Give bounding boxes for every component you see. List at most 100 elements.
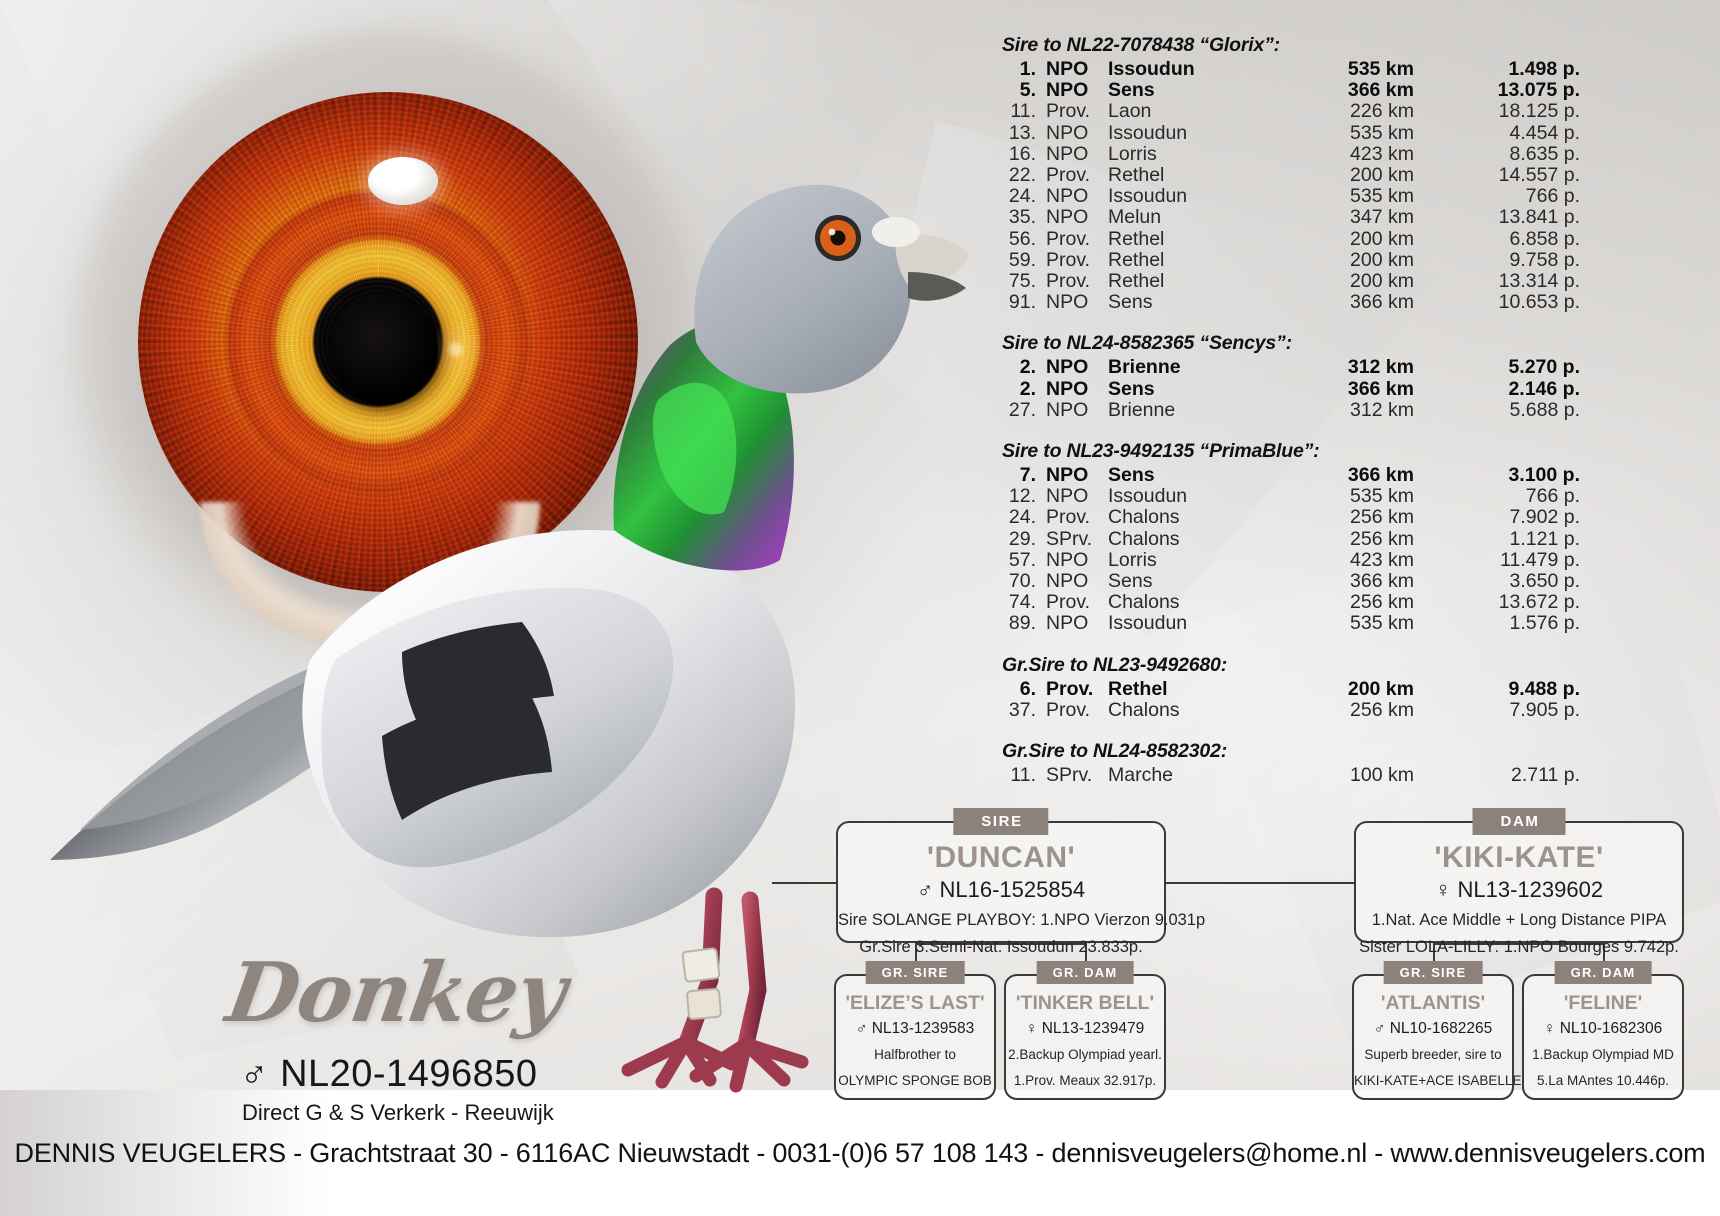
- result-distance: 256 km: [1350, 527, 1414, 550]
- neck-highlight: [652, 382, 737, 515]
- result-distance: 100 km: [1350, 764, 1414, 787]
- pedigree-tab-gr-dam: GR. DAM: [1036, 961, 1134, 984]
- result-category: NPO: [1046, 570, 1089, 593]
- result-points: 1.498 p.: [1508, 58, 1580, 80]
- pedigree-tab-gr-sire: GR. SIRE: [865, 961, 965, 984]
- results-row: 59. Prov. Rethel 200 km 9.758 p.: [1002, 248, 1692, 271]
- result-distance: 226 km: [1350, 100, 1414, 123]
- bird-identity: Donkey ♂ NL20-1496850 Direct G & S Verke…: [221, 945, 788, 1126]
- result-category: NPO: [1046, 291, 1089, 314]
- ring-number: NL13-1239479: [1041, 1020, 1145, 1037]
- sex-symbol-male: ♂: [916, 877, 934, 902]
- pedigree-name: 'FELINE': [1563, 992, 1643, 1014]
- result-category: Prov.: [1046, 248, 1091, 271]
- result-points: 3.650 p.: [1509, 570, 1580, 593]
- result-distance: 347 km: [1350, 206, 1414, 229]
- results-group-title: Gr.Sire to NL24-8582302:: [1002, 740, 1227, 763]
- result-position: 37.: [1008, 698, 1036, 721]
- results-row: 24. Prov. Chalons 256 km 7.902 p.: [1002, 507, 1692, 528]
- result-race: Brienne: [1108, 398, 1176, 421]
- result-category: NPO: [1046, 548, 1089, 571]
- result-distance: 366 km: [1350, 291, 1414, 314]
- pedigree-card-gr-dam-1[interactable]: GR. DAM 'TINKER BELL' ♀ NL13-1239479 2.B…: [1004, 961, 1166, 1100]
- pedigree-name: 'ELIZE’S LAST': [845, 992, 985, 1014]
- result-position: 22.: [1008, 164, 1036, 187]
- result-category: NPO: [1046, 121, 1089, 144]
- pedigree-tab-gr-dam: GR. DAM: [1554, 961, 1652, 984]
- result-position: 7.: [1019, 464, 1036, 487]
- pedigree-ring: ♀ NL10-1682306: [1524, 1020, 1682, 1038]
- result-category: Prov.: [1046, 677, 1094, 700]
- result-race: Melun: [1108, 206, 1162, 229]
- pedigree-card-gr-sire-2[interactable]: GR. SIRE 'ATLANTIS' ♂ NL10-1682265 Super…: [1352, 961, 1521, 1100]
- results-row: 74. Prov. Chalons 256 km 13.672 p.: [1002, 592, 1692, 613]
- result-points: 13.075 p.: [1497, 79, 1580, 102]
- result-points: 13.841 p.: [1498, 206, 1580, 229]
- result-position: 56.: [1008, 227, 1036, 250]
- result-category: Prov.: [1046, 506, 1091, 529]
- result-points: 18.125 p.: [1498, 100, 1580, 123]
- race-results-list: Sire to NL22-7078438 “Glorix”: 1. NPO Issou…: [1002, 34, 1692, 792]
- result-distance: 200 km: [1347, 677, 1414, 700]
- result-position: 12.: [1008, 485, 1036, 508]
- result-race: Laon: [1108, 100, 1152, 123]
- result-category: NPO: [1046, 206, 1089, 229]
- results-group-title: Gr.Sire to NL23-9492680:: [1002, 653, 1227, 676]
- result-position: 75.: [1008, 270, 1036, 293]
- result-points: 13.672 p.: [1498, 591, 1580, 614]
- result-distance: 366 km: [1347, 377, 1414, 400]
- result-points: 6.858 p.: [1509, 227, 1580, 250]
- result-race: Rethel: [1108, 227, 1165, 250]
- result-race: Issoudun: [1108, 58, 1195, 80]
- pedigree-card-gr-sire-1[interactable]: GR. SIRE 'ELIZE’S LAST' ♂ NL13-1239583 H…: [834, 961, 996, 1100]
- result-distance: 256 km: [1350, 591, 1414, 614]
- pedigree-card-dam[interactable]: DAM 'KIKI-KATE' ♀ NL13-1239602 1.Nat. Ac…: [1354, 808, 1684, 956]
- pedigree-note-2: 1.Prov. Meaux 32.917p.: [1013, 1072, 1157, 1088]
- result-category: NPO: [1046, 142, 1089, 165]
- result-race: Rethel: [1108, 270, 1165, 293]
- results-row: 11. Prov. Laon 226 km 18.125 p.: [1002, 101, 1692, 122]
- pedigree-card-gr-dam-2[interactable]: GR. DAM 'FELINE' ♀ NL10-1682306 1.Backup…: [1522, 961, 1684, 1100]
- results-row: 5. NPO Sens 366 km 13.075 p.: [1002, 80, 1692, 101]
- connector-bar: [915, 943, 1087, 945]
- footer-band-shadow: [0, 1090, 330, 1216]
- result-category: NPO: [1046, 464, 1089, 487]
- result-position: 6.: [1019, 677, 1036, 700]
- connector-down: [1085, 943, 1087, 974]
- head: [694, 184, 912, 394]
- result-category: Prov.: [1046, 591, 1091, 614]
- result-category: Prov.: [1046, 227, 1091, 250]
- result-position: 89.: [1008, 612, 1036, 635]
- result-position: 11.: [1010, 764, 1036, 787]
- results-group: Gr.Sire to NL24-8582302: 11. SPrv. Marche 10…: [1002, 740, 1692, 786]
- results-group-spacer: [1002, 319, 1692, 332]
- result-distance: 535 km: [1350, 612, 1414, 635]
- result-race: Chalons: [1108, 591, 1180, 614]
- result-points: 10.653 p.: [1498, 291, 1580, 314]
- result-race: Sens: [1108, 291, 1153, 314]
- bird-origin: Direct G & S Verkerk - Reeuwijk: [242, 1099, 554, 1125]
- result-distance: 535 km: [1350, 185, 1414, 208]
- pedigree-ring: ♀ NL13-1239479: [1006, 1020, 1164, 1038]
- result-category: NPO: [1046, 612, 1089, 635]
- connector-bar: [1433, 943, 1605, 945]
- result-category: NPO: [1046, 58, 1089, 80]
- eye-catchlight: [368, 157, 438, 205]
- result-position: 16.: [1008, 142, 1036, 165]
- results-row: 7. NPO Sens 366 km 3.100 p.: [1002, 464, 1692, 487]
- result-points: 3.100 p.: [1508, 464, 1580, 487]
- ring-number: NL10-1682265: [1389, 1020, 1493, 1037]
- wing-bar: [402, 622, 554, 732]
- result-points: 7.902 p.: [1509, 506, 1580, 529]
- result-distance: 423 km: [1350, 142, 1414, 165]
- pedigree-chart: SIRE 'DUNCAN' ♂ NL16-1525854 Sire SOLANG…: [772, 805, 1708, 1105]
- connector-down: [915, 943, 917, 974]
- pedigree-card-sire[interactable]: SIRE 'DUNCAN' ♂ NL16-1525854 Sire SOLANG…: [836, 808, 1205, 956]
- foot: [621, 1035, 809, 1093]
- result-race: Sens: [1108, 464, 1155, 487]
- results-row: 57. NPO Lorris 423 km 11.479 p.: [1002, 548, 1692, 571]
- ring-number: NL16-1525854: [939, 877, 1086, 902]
- cere: [872, 217, 920, 247]
- results-group-spacer: [1002, 641, 1692, 654]
- eye-pupil: [328, 292, 438, 405]
